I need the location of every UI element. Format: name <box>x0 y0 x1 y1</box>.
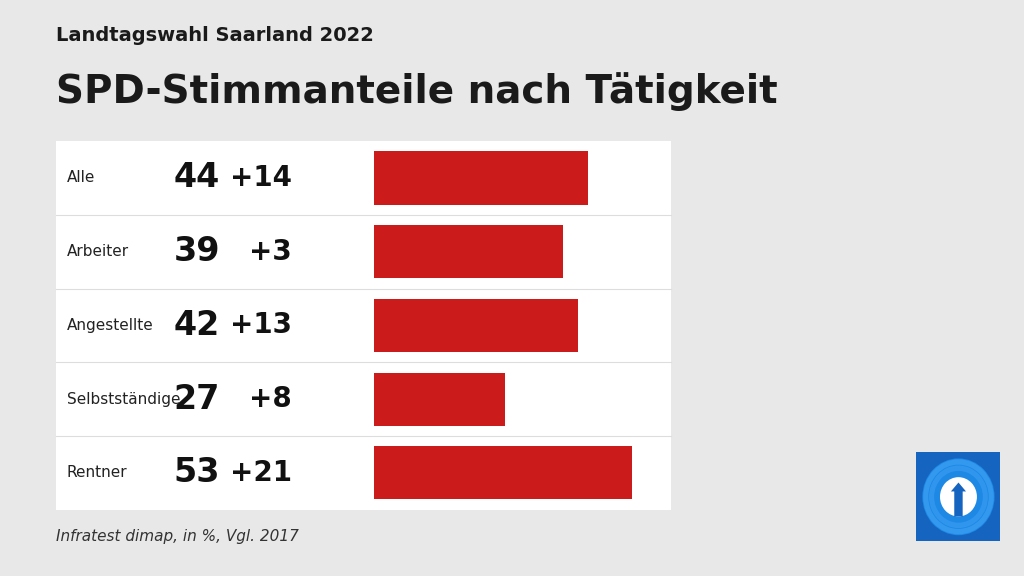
Text: 27: 27 <box>174 382 220 416</box>
Text: +8: +8 <box>249 385 292 413</box>
Circle shape <box>940 477 977 517</box>
Text: Selbstständige: Selbstständige <box>67 392 180 407</box>
Text: +3: +3 <box>249 238 292 266</box>
FancyBboxPatch shape <box>374 299 578 352</box>
FancyArrow shape <box>951 483 966 517</box>
Wedge shape <box>929 465 988 528</box>
FancyBboxPatch shape <box>374 373 505 426</box>
Text: Infratest dimap, in %, Vgl. 2017: Infratest dimap, in %, Vgl. 2017 <box>56 529 299 544</box>
Circle shape <box>923 458 994 535</box>
Text: Alle: Alle <box>67 170 95 185</box>
FancyBboxPatch shape <box>374 225 563 278</box>
Text: +21: +21 <box>229 459 292 487</box>
Wedge shape <box>924 459 993 535</box>
Text: 44: 44 <box>174 161 220 195</box>
Text: SPD-Stimmanteile nach Tätigkeit: SPD-Stimmanteile nach Tätigkeit <box>56 72 778 111</box>
FancyBboxPatch shape <box>56 141 671 510</box>
Text: Rentner: Rentner <box>67 465 127 480</box>
FancyBboxPatch shape <box>374 446 632 499</box>
Text: Arbeiter: Arbeiter <box>67 244 129 259</box>
FancyBboxPatch shape <box>908 444 1009 551</box>
Text: +13: +13 <box>229 312 292 339</box>
Text: 39: 39 <box>174 235 220 268</box>
Text: 53: 53 <box>174 456 220 490</box>
Text: +14: +14 <box>229 164 292 192</box>
Text: 42: 42 <box>174 309 220 342</box>
FancyBboxPatch shape <box>374 151 588 204</box>
Text: Landtagswahl Saarland 2022: Landtagswahl Saarland 2022 <box>56 26 374 45</box>
Text: Angestellte: Angestellte <box>67 318 154 333</box>
